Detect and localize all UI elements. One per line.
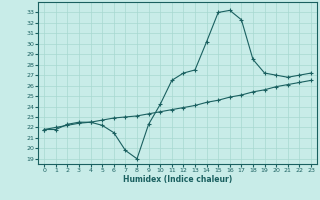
X-axis label: Humidex (Indice chaleur): Humidex (Indice chaleur): [123, 175, 232, 184]
